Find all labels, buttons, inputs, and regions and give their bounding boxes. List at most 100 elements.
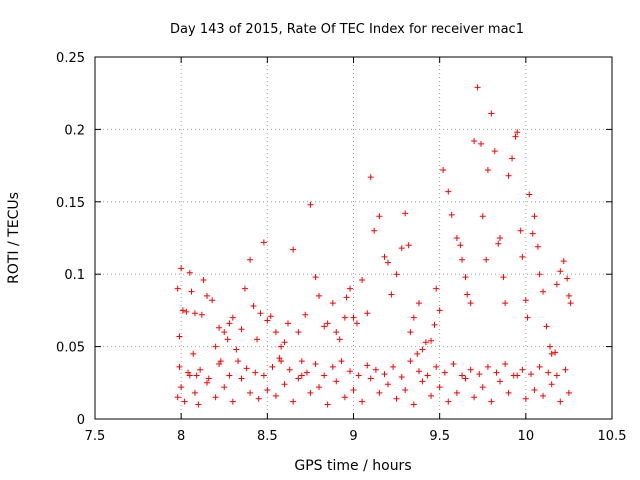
data-point [216, 324, 223, 331]
data-point [281, 381, 288, 388]
data-point [253, 336, 260, 343]
data-point [557, 268, 564, 275]
data-point [548, 381, 555, 388]
data-point [272, 392, 279, 399]
data-point [367, 375, 374, 382]
grid-lines [95, 57, 612, 419]
data-point [285, 320, 292, 327]
data-point [260, 239, 267, 246]
data-point [264, 387, 271, 394]
data-point [528, 371, 535, 378]
data-point [459, 256, 466, 263]
data-point [505, 172, 512, 179]
data-point [536, 271, 543, 278]
data-point [295, 375, 302, 382]
data-point [398, 374, 405, 381]
data-point [517, 227, 524, 234]
data-point [522, 297, 529, 304]
data-point [367, 174, 374, 181]
data-point [186, 269, 193, 276]
data-point [505, 389, 512, 396]
data-point [531, 213, 538, 220]
x-axis-ticks: 7.5 8 8.5 9 9.5 10 10.5 [85, 57, 627, 444]
data-point [407, 358, 414, 365]
data-point [359, 276, 366, 283]
data-point [355, 372, 362, 379]
data-point [224, 336, 231, 343]
data-point [428, 392, 435, 399]
x-axis-label: GPS time / hours [294, 458, 411, 474]
data-point [502, 360, 509, 367]
data-point [545, 369, 552, 376]
data-point [419, 378, 426, 385]
data-point [433, 285, 440, 292]
data-point [372, 366, 379, 373]
data-point [204, 379, 211, 386]
data-point [290, 398, 297, 405]
data-point [321, 323, 328, 330]
data-point [398, 245, 405, 252]
data-point [393, 395, 400, 402]
data-point [181, 398, 188, 405]
data-point [238, 375, 245, 382]
data-point [384, 381, 391, 388]
data-point [226, 320, 233, 327]
data-point [174, 285, 181, 292]
data-point [321, 372, 328, 379]
data-point [229, 398, 236, 405]
data-point [191, 389, 198, 396]
data-point [524, 314, 531, 321]
data-point [526, 191, 533, 198]
x-tick-label: 8.5 [257, 429, 278, 444]
data-point [471, 137, 478, 144]
data-point [484, 363, 491, 370]
data-point [457, 242, 464, 249]
data-point [221, 384, 228, 391]
data-point [329, 300, 336, 307]
data-point [450, 360, 457, 367]
data-point [500, 274, 507, 281]
data-point [312, 360, 319, 367]
data-point [329, 363, 336, 370]
y-axis-ticks: 0 0.05 0.1 0.15 0.2 0.25 [56, 51, 612, 428]
data-point [479, 384, 486, 391]
data-point [336, 336, 343, 343]
data-point [286, 366, 293, 373]
data-point [198, 311, 205, 318]
data-point [557, 398, 564, 405]
data-point [552, 349, 559, 356]
data-point [185, 369, 192, 376]
data-point [316, 384, 323, 391]
data-point [188, 288, 195, 295]
data-point [548, 350, 555, 357]
data-point [424, 372, 431, 379]
data-point [422, 339, 429, 346]
data-point [471, 394, 478, 401]
data-point [247, 256, 254, 263]
data-point [381, 371, 388, 378]
data-points [174, 84, 574, 408]
data-point [493, 369, 500, 376]
data-point [393, 271, 400, 278]
x-tick-label: 10.5 [598, 429, 627, 444]
y-tick-label: 0.2 [64, 123, 85, 138]
data-point [341, 394, 348, 401]
data-point [512, 133, 519, 140]
data-point [476, 371, 483, 378]
data-point [567, 300, 574, 307]
x-tick-label: 7.5 [85, 429, 106, 444]
data-point [333, 329, 340, 336]
y-tick-label: 0 [77, 413, 85, 428]
data-point [364, 362, 371, 369]
data-point [272, 329, 279, 336]
data-point [510, 372, 517, 379]
data-point [176, 363, 183, 370]
data-point [353, 320, 360, 327]
data-point [553, 372, 560, 379]
data-point [445, 188, 452, 195]
data-point [479, 213, 486, 220]
data-point [495, 240, 502, 247]
data-point [247, 389, 254, 396]
